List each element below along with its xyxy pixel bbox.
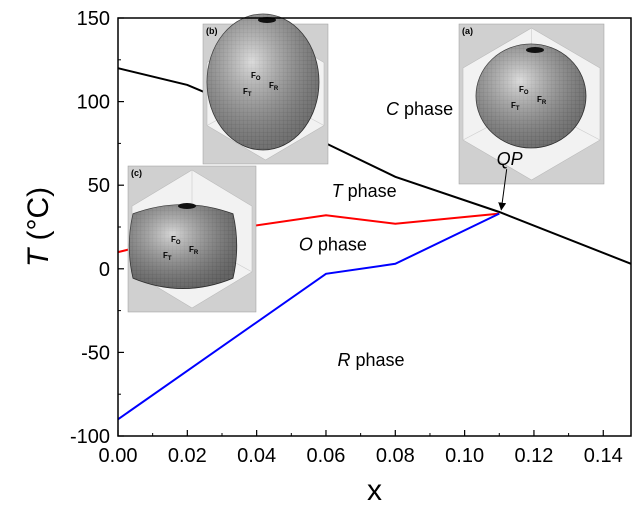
y-tick-label: 50 [88, 175, 110, 197]
phase-label: T phase [332, 181, 397, 201]
x-tick-label: 0.06 [307, 445, 346, 467]
phase-label: O phase [299, 234, 367, 254]
x-axis-label: x [367, 474, 382, 507]
polar-label: FT [243, 87, 252, 98]
polar-label: FR [269, 81, 279, 92]
inset-panels: (b) FO FR FT (a) FO FR FT (c) FO FR FT [127, 13, 605, 313]
polar-label: FT [511, 101, 520, 112]
y-tick-label: -100 [70, 426, 110, 448]
inset-panel-b: (b) FO FR FT [202, 13, 329, 165]
y-tick-label: -50 [81, 342, 110, 364]
phase-label: QP [497, 149, 523, 169]
inset-label: (a) [462, 26, 473, 36]
inset-panel-c: (c) FO FR FT [127, 165, 257, 313]
polar-label: FR [189, 245, 199, 256]
x-tick-label: 0.00 [99, 445, 138, 467]
y-axis-label: T (°C) [22, 187, 55, 267]
inset-label: (b) [206, 26, 218, 36]
inset-panel-a: (a) FO FR FT [458, 23, 605, 185]
x-tick-label: 0.14 [584, 445, 623, 467]
qp-arrow [498, 169, 508, 211]
polar-label: FT [163, 251, 172, 262]
x-tick-label: 0.10 [445, 445, 484, 467]
x-tick-label: 0.04 [237, 445, 276, 467]
x-tick-label: 0.02 [168, 445, 207, 467]
polar-label: FO [171, 235, 181, 246]
phase-label: C phase [386, 99, 453, 119]
series-line-0 [117, 67, 632, 265]
phase-annotations: C phase T phase O phase R phase QP [299, 99, 523, 370]
y-tick-label: 0 [99, 259, 110, 281]
x-tick-label: 0.08 [376, 445, 415, 467]
axis-ticks [117, 17, 604, 437]
series-line-2 [117, 212, 500, 421]
y-tick-label: 150 [77, 8, 110, 30]
polar-label: FR [537, 95, 547, 106]
tick-labels: 0.00 0.02 0.04 0.06 0.08 0.10 0.12 0.14 -100 -50 0… [70, 8, 623, 467]
polar-label: FO [519, 85, 529, 96]
x-tick-label: 0.12 [514, 445, 553, 467]
phase-label: R phase [338, 350, 405, 370]
polar-label: FO [251, 71, 261, 82]
inset-label: (c) [131, 168, 142, 178]
y-tick-label: 100 [77, 92, 110, 114]
